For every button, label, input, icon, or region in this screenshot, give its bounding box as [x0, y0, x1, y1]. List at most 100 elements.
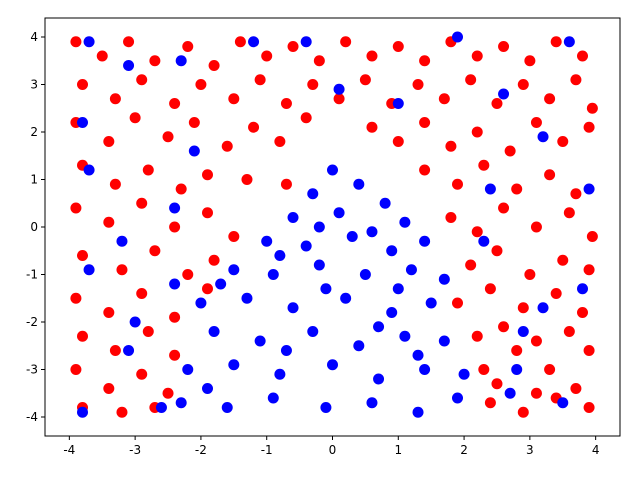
point [208, 60, 220, 71]
point [202, 169, 213, 181]
point [327, 359, 338, 371]
point [511, 345, 523, 356]
point [465, 74, 477, 86]
point [452, 392, 463, 404]
point [471, 226, 483, 238]
point [327, 164, 338, 176]
point [504, 145, 516, 157]
point [254, 335, 266, 347]
point [471, 126, 483, 138]
point [491, 245, 503, 257]
point [452, 297, 463, 309]
point [405, 264, 417, 276]
point [557, 136, 569, 147]
point [392, 41, 404, 52]
point [340, 36, 352, 48]
point [484, 183, 496, 195]
y-tick-label: 2 [30, 125, 38, 139]
point [287, 302, 299, 314]
point [300, 112, 312, 124]
point [570, 188, 582, 200]
point [123, 36, 135, 48]
x-tick-label: 0 [329, 443, 337, 457]
point [109, 93, 121, 105]
y-tick-label: -1 [26, 268, 38, 282]
point [169, 349, 181, 361]
point [103, 136, 115, 147]
point [195, 79, 207, 90]
point [261, 235, 273, 247]
point [452, 31, 463, 43]
point [530, 387, 542, 399]
point [77, 79, 88, 90]
point [228, 93, 240, 105]
point [70, 292, 82, 304]
point [103, 307, 115, 318]
point [287, 212, 299, 223]
point [498, 321, 510, 333]
point [116, 264, 128, 276]
point [274, 136, 286, 147]
point [583, 345, 595, 356]
point [478, 364, 490, 375]
point [182, 364, 194, 375]
point [333, 93, 345, 105]
point [248, 36, 260, 48]
point [142, 164, 154, 176]
point [586, 231, 598, 242]
point [307, 79, 319, 90]
point [583, 121, 595, 133]
point [425, 297, 437, 309]
x-tick-label: 2 [460, 443, 468, 457]
point [471, 330, 483, 342]
point [182, 269, 194, 280]
point [498, 202, 510, 214]
point [511, 183, 523, 195]
point [570, 74, 582, 86]
point [504, 387, 516, 399]
point [136, 74, 148, 86]
point [471, 50, 483, 62]
point [300, 36, 312, 48]
point [241, 174, 253, 185]
point [83, 164, 95, 176]
point [577, 50, 588, 62]
point [77, 330, 88, 342]
point [379, 197, 391, 209]
point [445, 140, 457, 152]
point [392, 136, 404, 147]
point [517, 326, 529, 337]
point [359, 74, 371, 86]
point [478, 235, 490, 247]
point [228, 231, 240, 242]
y-tick-label: 3 [30, 78, 38, 92]
point [412, 406, 424, 418]
point [83, 264, 95, 276]
point [109, 345, 121, 356]
point [452, 178, 463, 190]
point [155, 402, 167, 413]
x-tick-label: 3 [526, 443, 534, 457]
point [103, 383, 115, 394]
point [399, 216, 411, 228]
point [373, 373, 385, 385]
point [136, 368, 148, 380]
point [577, 307, 588, 318]
point [307, 188, 319, 200]
point [577, 283, 588, 295]
point [103, 216, 115, 228]
point [169, 278, 181, 290]
point [537, 302, 549, 314]
point [530, 335, 542, 347]
point [386, 245, 398, 257]
point [169, 202, 181, 214]
point [274, 250, 286, 261]
point [267, 392, 279, 404]
point [366, 50, 378, 62]
point [570, 383, 582, 394]
point [116, 406, 128, 418]
point [550, 36, 562, 48]
point [77, 117, 88, 128]
point [188, 117, 200, 128]
